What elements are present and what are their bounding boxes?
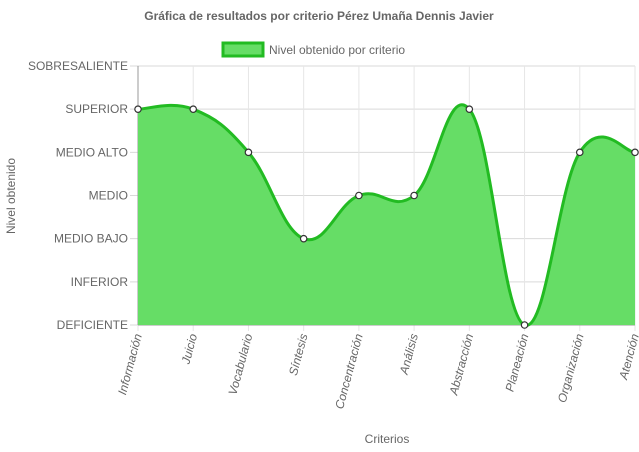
y-tick-label: DEFICIENTE: [57, 318, 128, 332]
legend-label: Nivel obtenido por criterio: [269, 43, 405, 57]
legend-swatch: [221, 41, 265, 58]
y-tick-label: MEDIO: [89, 189, 128, 203]
x-axis-ticks: Información Juicio Vocabulario Síntesis Conc…: [115, 332, 639, 411]
x-tick-label: Concentración: [332, 332, 366, 411]
x-tick-label: Síntesis: [286, 332, 311, 377]
x-tick-label: Información: [115, 332, 145, 396]
data-point[interactable]: [520, 321, 529, 329]
data-point[interactable]: [134, 105, 142, 113]
data-point[interactable]: [465, 105, 474, 113]
x-tick-label: Vocabulario: [226, 332, 256, 397]
x-axis-label: Criterios: [365, 432, 410, 446]
series-fill: [138, 104, 635, 326]
x-tick-label: Atención: [616, 332, 639, 382]
y-axis-label: Nivel obtenido: [4, 158, 18, 234]
data-points: [134, 105, 639, 329]
y-axis-ticks: DEFICIENTE INFERIOR MEDIO BAJO MEDIO MEDIO A…: [28, 59, 128, 332]
data-point[interactable]: [189, 105, 198, 113]
x-tick-label: Planeación: [503, 332, 532, 393]
y-tick-label: SUPERIOR: [65, 102, 128, 116]
data-point[interactable]: [575, 148, 584, 157]
y-tick-label: SOBRESALIENTE: [28, 59, 128, 73]
data-point[interactable]: [631, 148, 639, 157]
series-area: [137, 103, 636, 327]
legend[interactable]: Nivel obtenido por criterio: [221, 41, 405, 58]
chart-title: Gráfica de resultados por criterio Pérez…: [144, 9, 494, 23]
x-tick-label: Abstracción: [446, 332, 476, 397]
data-point[interactable]: [410, 191, 418, 200]
x-tick-label: Organización: [555, 332, 587, 404]
data-point[interactable]: [244, 148, 253, 157]
data-point[interactable]: [355, 191, 363, 200]
data-point[interactable]: [299, 234, 308, 243]
y-tick-label: MEDIO ALTO: [56, 145, 128, 159]
x-tick-label: Análisis: [397, 332, 421, 377]
y-tick-label: INFERIOR: [71, 275, 129, 289]
y-tick-label: MEDIO BAJO: [54, 232, 128, 246]
x-tick-label: Juicio: [178, 332, 200, 367]
